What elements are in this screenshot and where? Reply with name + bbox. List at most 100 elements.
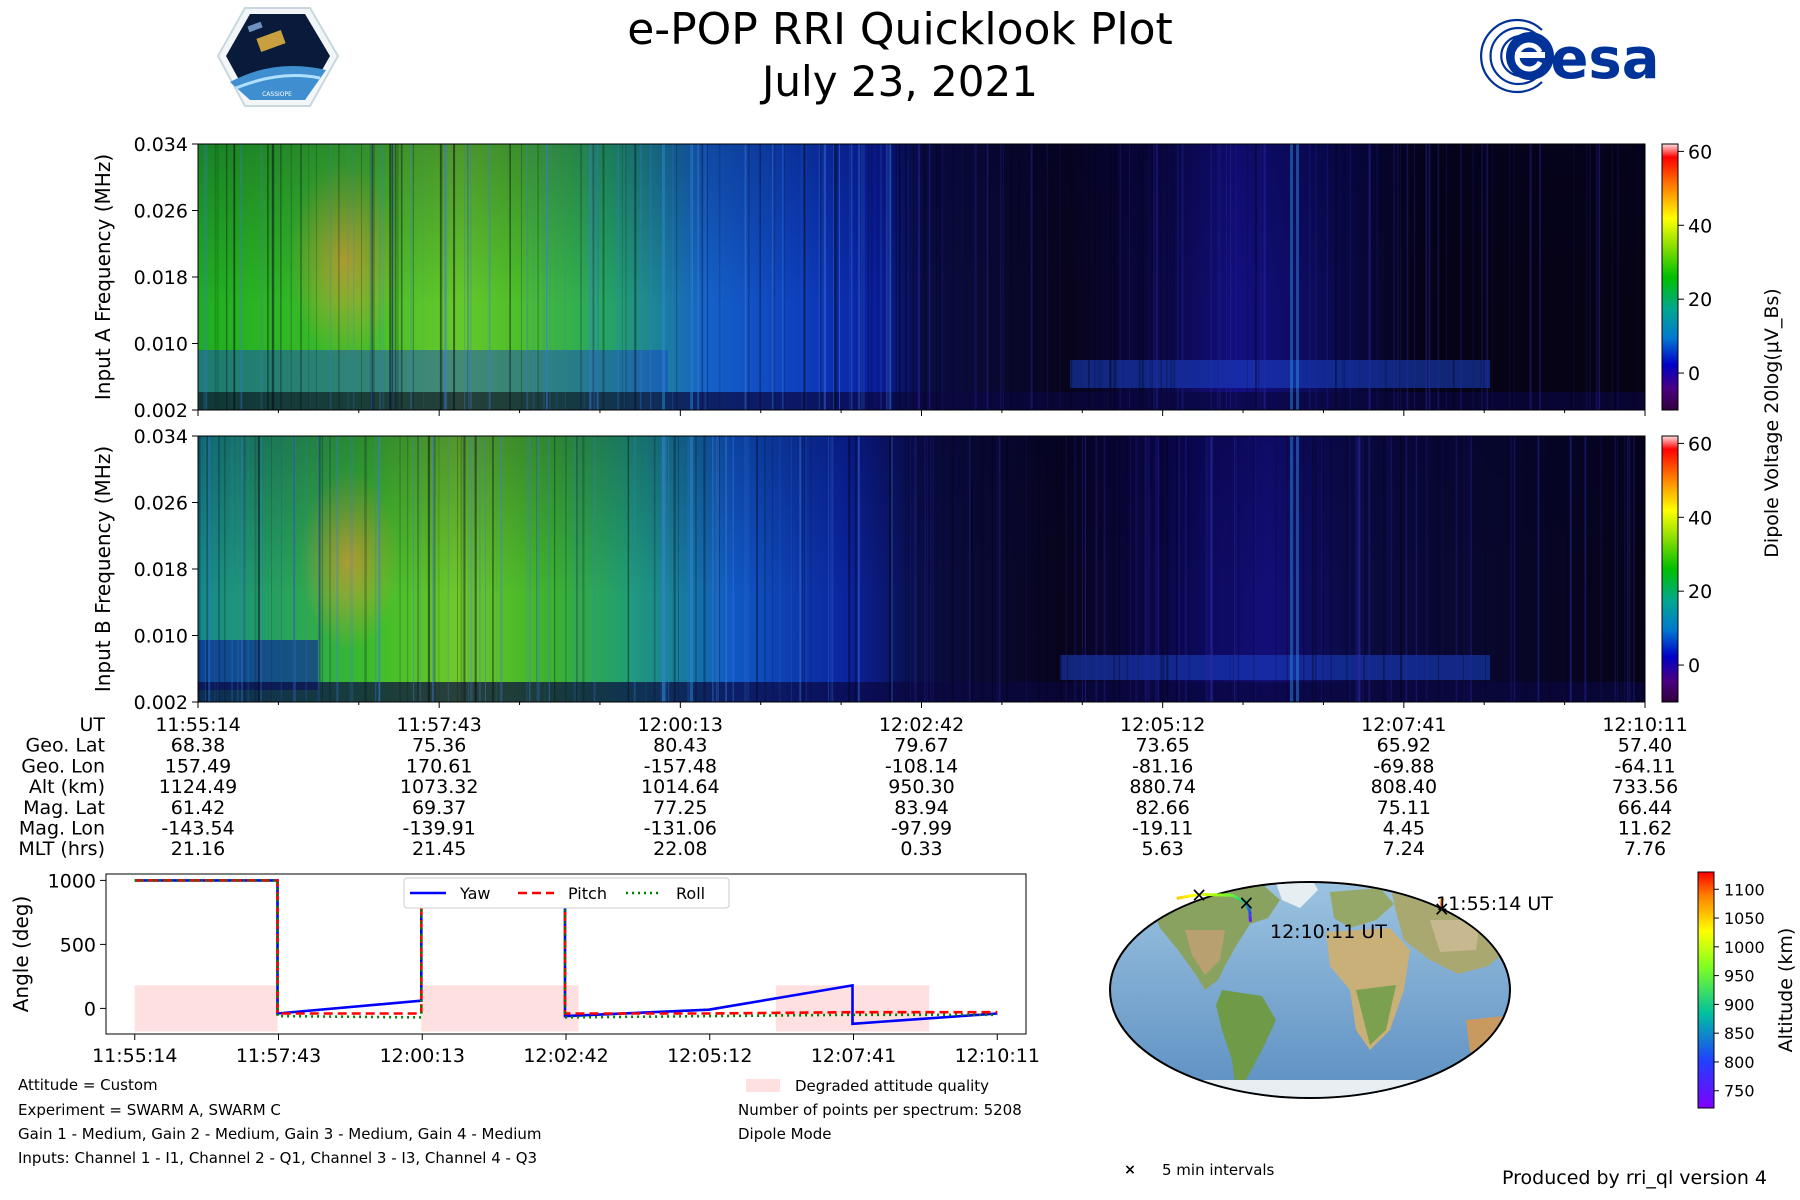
voltage-colorbar-tick-label: 20 bbox=[1688, 289, 1712, 311]
orbit-track-segment bbox=[1187, 894, 1192, 898]
spectrogram-y-tick-label: 0.034 bbox=[134, 426, 188, 448]
spectrogram-streak bbox=[1463, 436, 1465, 702]
spectrogram-streak bbox=[1589, 436, 1592, 702]
spectrogram-streak bbox=[1286, 436, 1288, 702]
spectrogram-streak bbox=[899, 144, 901, 410]
spectrogram-streak bbox=[470, 144, 472, 410]
ephemeris-cell: 75.36 bbox=[412, 735, 466, 757]
spectrogram-streak bbox=[1415, 436, 1418, 702]
spectrogram-streak bbox=[1321, 436, 1322, 702]
spectrogram-streak bbox=[1059, 436, 1062, 702]
attitude-plot: 0 500 1000 11:55:14 11:57:43 12:00:13 12:02:42… bbox=[48, 870, 1040, 1067]
info-inputs: Inputs: Channel 1 - I1, Channel 2 - Q1, … bbox=[18, 1149, 537, 1167]
spectrogram-streak bbox=[347, 144, 350, 410]
spectrogram-streak bbox=[802, 436, 804, 702]
spectrogram-streak bbox=[412, 144, 414, 410]
spectrogram-streak bbox=[732, 436, 734, 702]
spectrogram-streak bbox=[1483, 144, 1485, 410]
spectrogram-streak bbox=[564, 144, 566, 410]
spectrogram-streak bbox=[1136, 436, 1139, 702]
spectrogram-streak bbox=[578, 436, 580, 702]
spectrogram-streak bbox=[1290, 436, 1293, 702]
attitude-x-tick-label: 11:57:43 bbox=[236, 1045, 321, 1067]
spectrogram-streak bbox=[1463, 436, 1464, 702]
spectrogram-streak bbox=[1059, 144, 1062, 410]
spectrogram-streak bbox=[834, 144, 836, 410]
spectrogram-streak bbox=[1572, 144, 1574, 410]
spectrogram-streak bbox=[546, 144, 547, 410]
ephemeris-cell: 65.92 bbox=[1377, 735, 1431, 757]
ephemeris-cell: -143.54 bbox=[161, 818, 234, 840]
spectrogram-streak bbox=[653, 436, 656, 702]
ephemeris-cell: 82.66 bbox=[1135, 797, 1189, 819]
spectrogram-streak bbox=[999, 144, 1002, 410]
spectrogram-streak bbox=[1080, 144, 1082, 410]
spectrogram-streak bbox=[1569, 436, 1571, 702]
spectrogram-streak bbox=[391, 144, 394, 410]
spectrogram-streak bbox=[1230, 144, 1232, 410]
orbit-track-segment bbox=[1243, 899, 1246, 904]
spectrogram-streak bbox=[1205, 436, 1208, 702]
ephemeris-cell: -69.88 bbox=[1373, 755, 1434, 777]
spectrogram-streak bbox=[1571, 144, 1574, 410]
spectrogram-streak bbox=[521, 144, 522, 410]
spectrogram-streak bbox=[1343, 144, 1345, 410]
spectrogram-streak bbox=[1236, 436, 1238, 702]
spectrogram-streak bbox=[280, 436, 282, 702]
spectrogram-streak bbox=[1628, 436, 1631, 702]
spectrogram-streak bbox=[756, 436, 758, 702]
spectrogram-streak bbox=[703, 436, 706, 702]
ephemeris-cell: 66.44 bbox=[1618, 797, 1672, 819]
spectrogram-streak bbox=[773, 144, 776, 410]
spectrogram-streak bbox=[500, 436, 503, 702]
spectrogram-streak bbox=[803, 144, 806, 410]
spectrogram-streak bbox=[1135, 436, 1137, 702]
spectrogram-streak bbox=[706, 144, 708, 410]
spectrogram-streak bbox=[1145, 144, 1146, 410]
spectrogram-streak bbox=[1513, 436, 1516, 702]
spectrogram-streak bbox=[1389, 436, 1391, 702]
spectrogram-streak bbox=[889, 144, 892, 410]
spectrogram-streak bbox=[576, 436, 578, 702]
degraded-interval bbox=[421, 985, 579, 1032]
spectrogram-streak bbox=[413, 436, 414, 702]
ephemeris-cell: 11:55:14 bbox=[155, 714, 240, 736]
spectrogram-streak bbox=[854, 436, 857, 702]
spectrogram-streak bbox=[1472, 144, 1474, 410]
spectrogram-streak bbox=[217, 436, 219, 702]
spectrogram-streak bbox=[1387, 436, 1389, 702]
spectrogram-streak bbox=[759, 144, 761, 410]
ephemeris-cell: 12:10:11 bbox=[1602, 714, 1687, 736]
spectrogram-streak bbox=[468, 436, 470, 702]
spectrogram-streak bbox=[1311, 436, 1313, 702]
spectrogram-streak bbox=[1586, 144, 1588, 410]
spectrogram-streak bbox=[208, 436, 210, 702]
spectrogram-streak bbox=[349, 436, 352, 702]
spectrogram-streak bbox=[1399, 144, 1401, 410]
spectrogram-streak bbox=[422, 144, 424, 410]
spectrogram-streak bbox=[941, 144, 944, 410]
spectrogram-streak bbox=[773, 144, 774, 410]
spectrogram-streak bbox=[301, 144, 302, 410]
spectrogram-streak bbox=[922, 144, 925, 410]
spectrogram-streak bbox=[432, 436, 435, 702]
spectrogram-streak bbox=[1362, 436, 1365, 702]
ephemeris-cell: 77.25 bbox=[653, 797, 707, 819]
attitude-y-tick-label: 0 bbox=[84, 998, 96, 1020]
spectrogram-streak bbox=[909, 436, 911, 702]
spectrogram-streak bbox=[818, 144, 821, 410]
attitude-x-tick-label: 12:07:41 bbox=[811, 1045, 896, 1067]
esa-logo: esa bbox=[1480, 18, 1660, 94]
spectrogram-streak bbox=[662, 436, 665, 702]
spectrogram-streak bbox=[782, 144, 784, 410]
spectrogram-a-streaks bbox=[198, 144, 1635, 410]
spectrogram-streak bbox=[1539, 436, 1540, 702]
spectrogram-streak bbox=[810, 436, 812, 702]
spectrogram-streak bbox=[602, 144, 605, 410]
spectrogram-streak bbox=[397, 144, 399, 410]
ephemeris-cell: 80.43 bbox=[653, 735, 707, 757]
spectrogram-streak bbox=[939, 144, 942, 410]
orbit-track-segment bbox=[1190, 893, 1194, 898]
spectrogram-streak bbox=[1155, 144, 1158, 410]
spectrogram-streak bbox=[468, 144, 470, 410]
